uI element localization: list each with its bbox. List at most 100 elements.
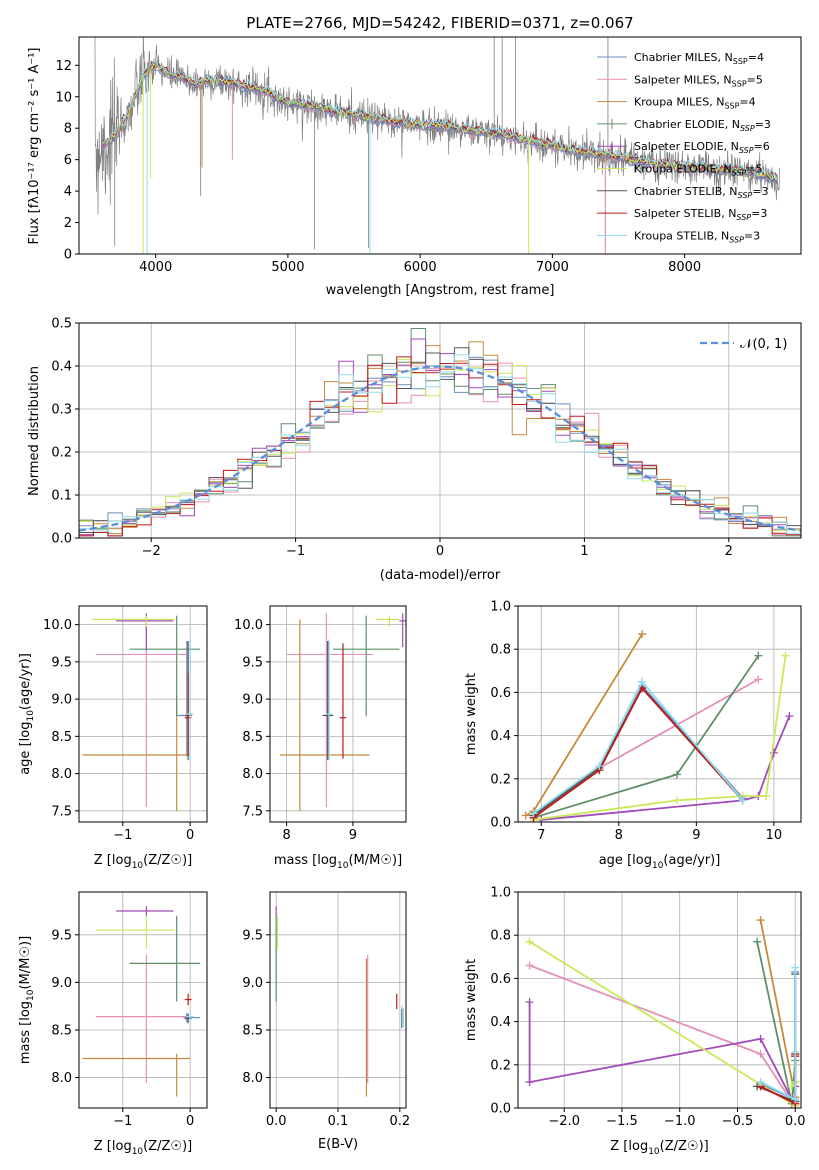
axes-frame [78, 36, 802, 255]
weight-point-marker [791, 963, 800, 972]
x-tick-label: 0 [186, 828, 194, 843]
y-tick-label: 1.0 [490, 600, 511, 615]
weight-series-line [533, 655, 787, 821]
weight-point-marker [791, 1047, 800, 1056]
x-axis-label: Z [log10(Z/Z☉)] [94, 853, 192, 871]
y-tick-label: 10.0 [234, 618, 263, 633]
weight-point-marker [521, 811, 530, 820]
y-axis-label: mass [log10(M/M☉)] [18, 936, 36, 1064]
y-tick-label: 8 [64, 122, 72, 137]
spectrum-plot-area [94, 37, 780, 254]
y-tick-label: 9.0 [242, 976, 263, 991]
x-tick-label: 4000 [139, 260, 172, 275]
weight-series-line [529, 940, 797, 1108]
y-tick-label: 8.5 [242, 730, 263, 745]
legend-entry: Chabrier ELODIE, NSSP=3 [634, 118, 771, 133]
x-tick-label: 6000 [404, 260, 437, 275]
x-tick-label: 9 [349, 828, 357, 843]
x-axis-label: age [log10(age/yr)] [599, 853, 721, 871]
y-tick-label: 9.0 [51, 976, 72, 991]
y-tick-label: 9.5 [51, 655, 72, 670]
chart-title: PLATE=2766, MJD=54242, FIBERID=0371, z=0… [246, 14, 633, 32]
weight-series-line [760, 967, 797, 1101]
x-tick-label: 10 [766, 828, 783, 843]
model-series-line [102, 59, 778, 182]
weight-series-line [528, 1002, 797, 1107]
mass-vs-ebv-panel: 0.0 0.1 0.2 8.0 8.5 9.0 9.5 E(B-V) [242, 891, 410, 1152]
y-tick-label: 0.4 [51, 360, 72, 375]
weight-vs-z-panel: −2.0 −1.5 −1.0 −0.5 0.0 0.0 0.2 0.4 0.6 0.8 1.0 Z [… [464, 886, 806, 1158]
x-tick-label: 8000 [668, 260, 701, 275]
y-tick-label: 8.0 [242, 767, 263, 782]
axes-frame [78, 891, 208, 1109]
y-axis-label: Flux [fλ10⁻¹⁷ erg cm⁻² s⁻¹ A⁻¹] [27, 48, 42, 245]
y-tick-label: 0.1 [51, 489, 72, 504]
normal-curve [79, 365, 801, 532]
weight-point-marker [738, 796, 747, 805]
weight-point-marker [762, 792, 771, 801]
legend-entry: Kroupa STELIB, NSSP=3 [634, 229, 760, 244]
weight-series-line [529, 964, 793, 1102]
residuals-plot-area [79, 328, 801, 537]
weight-series-line [532, 686, 744, 819]
x-tick-label: 0.0 [266, 1114, 287, 1129]
y-tick-label: 10.0 [43, 618, 72, 633]
y-tick-label: 8.5 [51, 1023, 72, 1038]
y-tick-label: 0.6 [490, 686, 511, 701]
y-tick-label: 0.3 [51, 403, 72, 418]
weight-series-line [532, 679, 744, 815]
legend-entry: 𝒩(0, 1) [740, 337, 787, 352]
y-tick-label: 0.4 [490, 1015, 511, 1030]
x-tick-label: 0 [436, 544, 444, 559]
x-tick-label: 0.2 [389, 1114, 410, 1129]
weight-point-marker [638, 677, 647, 686]
spectrum-panel: 4000 5000 6000 7000 8000 0 2 4 6 8 10 12 PLATE=2766,… [27, 14, 802, 298]
y-tick-label: 7.5 [242, 804, 263, 819]
weight-point-marker [525, 961, 534, 970]
axes-frame [269, 891, 407, 1109]
axes-frame [517, 605, 802, 823]
y-tick-label: 0.6 [490, 972, 511, 987]
weight-point-marker [525, 937, 534, 946]
y-tick-label: 0.8 [490, 929, 511, 944]
legend-entry: Kroupa MILES, NSSP=4 [634, 96, 756, 111]
y-axis-label: mass weight [464, 959, 479, 1041]
x-axis-label: mass [log10(M/M☉)] [274, 853, 402, 871]
x-tick-label: 7 [537, 828, 545, 843]
x-tick-label: 0.0 [785, 1114, 806, 1129]
y-tick-label: 0 [64, 248, 72, 263]
residuals-panel: −2 −1 0 1 2 0.0 0.1 0.2 0.3 0.4 0.5 (data-model)/er… [27, 317, 802, 583]
y-tick-label: 8.0 [51, 767, 72, 782]
y-tick-label: 4 [64, 185, 72, 200]
y-tick-label: 0.5 [51, 317, 72, 332]
y-tick-label: 1.0 [490, 886, 511, 901]
weight-series-line [532, 678, 759, 817]
y-tick-label: 8.5 [242, 1023, 263, 1038]
legend-entry: Kroupa ELODIE, NSSP=5 [634, 163, 763, 178]
weight-point-marker [781, 651, 790, 660]
y-tick-label: 9.0 [242, 693, 263, 708]
weight-point-marker [756, 916, 765, 925]
age-vs-z-plot-area [82, 613, 201, 811]
model-series-line [102, 64, 778, 181]
y-tick-label: 0.0 [490, 1102, 511, 1117]
y-tick-label: 0.2 [51, 446, 72, 461]
y-tick-label: 6 [64, 153, 72, 168]
y-tick-label: 9.5 [51, 928, 72, 943]
weight-point-marker [785, 712, 794, 721]
x-tick-label: 0 [186, 1114, 194, 1129]
y-tick-label: 8.0 [51, 1071, 72, 1086]
x-tick-label: 0.1 [328, 1114, 349, 1129]
weight-series-line [756, 941, 797, 1104]
model-series-line [102, 69, 778, 185]
weight-point-marker [754, 651, 763, 660]
weight-vs-z-plot-area [525, 916, 800, 1108]
y-axis-label: Normed distribution [27, 366, 42, 496]
weight-point-marker [638, 630, 647, 639]
weight-vs-age-panel: 7 8 9 10 0.0 0.2 0.4 0.6 0.8 1.0 age [log10(age/yr… [464, 600, 802, 871]
weight-point-marker [791, 1095, 800, 1104]
x-tick-label: −1.5 [606, 1114, 638, 1129]
observed-flux-line [94, 37, 780, 215]
x-axis-label: (data-model)/error [380, 568, 501, 583]
y-tick-label: 12 [55, 59, 72, 74]
